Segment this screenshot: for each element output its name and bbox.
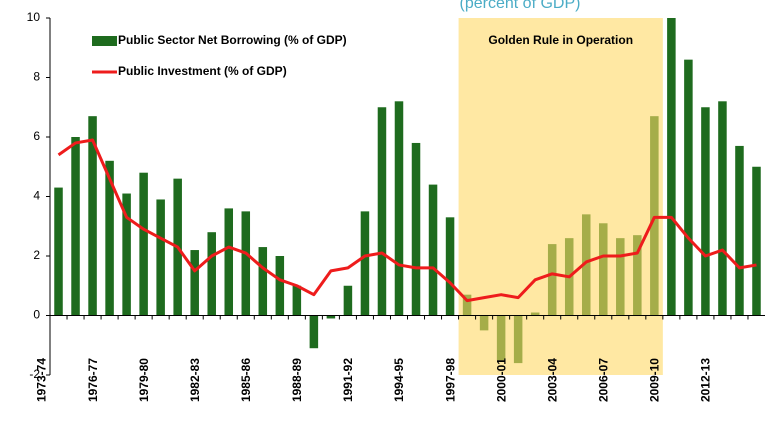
bar [224,208,234,316]
bar [241,211,251,316]
x-tick-label: 1982-83 [188,358,202,402]
x-tick-label: 1976-77 [86,358,100,402]
bar [190,250,199,316]
bar [54,187,63,316]
bar [292,285,302,316]
line [57,138,757,303]
bar [88,116,97,316]
bar [207,232,216,316]
bar [156,199,165,316]
bar [309,315,319,349]
shaded-region-label: Golden Rule in Operation [488,33,633,47]
bar [718,101,727,316]
y-tick-label: 10 [27,10,41,24]
legend-label: Public Investment (% of GDP) [118,64,287,78]
y-tick-label: 8 [33,70,40,84]
bar [701,107,710,316]
bar [139,172,148,316]
bar [360,211,370,316]
x-tick-label: 2000-01 [494,358,508,402]
bar [684,59,693,316]
bar [258,247,268,316]
y-tick-label: 4 [33,189,40,203]
shaded-region [458,18,663,375]
bar [411,142,421,316]
x-tick-label: 2012-13 [699,358,713,402]
x-tick-label: 2006-07 [596,358,610,402]
x-tick-label: 1997-98 [443,358,457,402]
legend-swatch [92,36,117,46]
bar [735,145,744,316]
bar [275,256,285,316]
bar [326,315,336,319]
chart-subtitle: (percent of GDP) [460,0,581,12]
y-tick-label: -2 [29,367,40,381]
y-tick-label: 2 [33,248,40,262]
bar [343,285,353,316]
bar [71,137,80,316]
legend-label: Public Sector Net Borrowing (% of GDP) [118,33,347,47]
x-tick-label: 1988-89 [290,358,304,402]
x-tick-label: 1991-92 [341,358,355,402]
x-tick-label: 2003-04 [545,358,559,402]
bar [394,101,404,316]
bar [445,217,455,316]
bar [122,193,131,316]
x-tick-label: 1994-95 [392,358,406,402]
y-tick-label: 0 [33,308,40,322]
y-tick-label: 6 [33,129,40,143]
bar [428,184,438,316]
x-tick-label: 1985-86 [239,358,253,402]
x-tick-label: 1973-74 [35,358,49,402]
bar [105,160,114,316]
x-tick-label: 2009-10 [648,358,662,402]
bar [752,166,761,316]
x-tick-label: 1979-80 [137,358,151,402]
bar [667,18,676,316]
bar [377,107,387,316]
